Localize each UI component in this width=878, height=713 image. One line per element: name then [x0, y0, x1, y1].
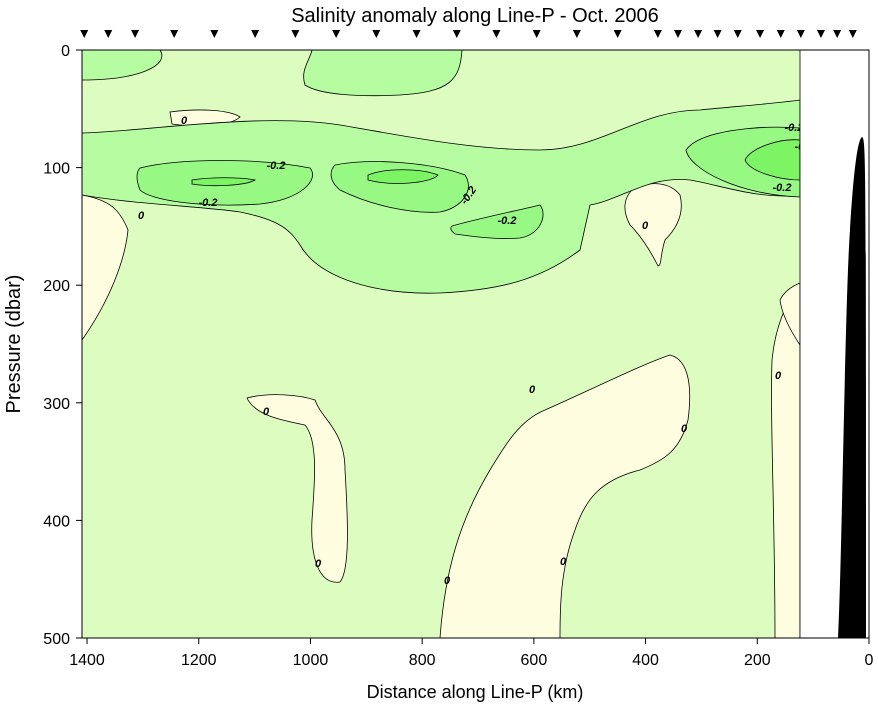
station-marker — [251, 30, 260, 38]
station-marker — [572, 30, 581, 38]
station-marker — [210, 30, 219, 38]
x-tick-label: 600 — [521, 652, 548, 669]
plot-frame — [81, 49, 870, 639]
station-marker — [796, 30, 805, 38]
bathymetry — [838, 137, 866, 638]
x-tick-label: 0 — [865, 652, 874, 669]
chart-title: Salinity anomaly along Line-P - Oct. 200… — [291, 5, 659, 27]
y-tick-label: 400 — [43, 513, 70, 530]
station-marker — [776, 30, 785, 38]
station-marker — [291, 30, 300, 38]
y-tick-label: 300 — [43, 396, 70, 413]
contour-label: 0 — [181, 115, 188, 127]
band-region — [81, 49, 163, 81]
contour-label: 0 — [681, 423, 688, 435]
station-marker — [492, 30, 501, 38]
y-tick-label: 100 — [43, 161, 70, 178]
y-tick-label: 0 — [61, 43, 70, 60]
station-marker — [170, 30, 179, 38]
y-tick-label: 500 — [43, 631, 70, 648]
positive-region — [771, 289, 801, 639]
station-marker — [104, 30, 113, 38]
station-marker — [833, 30, 842, 38]
contour-label: 0 — [642, 220, 649, 232]
contour-labels: 0 -0.2 -0.2 0 -0.2 -0.2 -0.2 -0.2 -0.2 0… — [138, 115, 814, 587]
positive-region — [81, 194, 129, 342]
station-marker — [816, 30, 825, 38]
station-marker — [452, 30, 461, 38]
contour-label: -0.2 — [785, 122, 804, 134]
contour-label: 0 — [315, 558, 322, 570]
x-tick-label: 200 — [744, 652, 771, 669]
band-region — [303, 49, 463, 97]
contour-label: -0.2 — [267, 160, 286, 172]
contour-label: -0.2 — [773, 182, 792, 194]
contour-label: 0 — [775, 370, 782, 382]
contour-label: -0.2 — [498, 215, 517, 227]
contour-label: -0.2 — [199, 197, 218, 209]
y-tick-label: 200 — [43, 278, 70, 295]
station-marker — [733, 30, 742, 38]
contour-label: 0 — [529, 384, 536, 396]
positive-region — [439, 354, 691, 639]
station-marker — [756, 30, 765, 38]
station-marker — [713, 30, 722, 38]
contour-label: 0 — [444, 575, 451, 587]
station-marker — [412, 30, 421, 38]
x-tick-label: 400 — [632, 652, 659, 669]
low-region — [450, 204, 544, 239]
station-marker — [653, 30, 662, 38]
positive-region — [624, 183, 682, 267]
station-marker — [80, 30, 89, 38]
positive-region — [246, 394, 348, 583]
station-marker — [131, 30, 140, 38]
station-marker — [694, 30, 703, 38]
y-axis-label: Pressure (dbar) — [3, 275, 25, 414]
station-marker — [673, 30, 682, 38]
x-axis-label: Distance along Line-P (km) — [367, 682, 584, 702]
x-tick-label: 1400 — [69, 652, 105, 669]
station-marker — [332, 30, 341, 38]
lowest-region — [744, 139, 801, 181]
station-marker — [848, 30, 857, 38]
x-tick-label: 1000 — [293, 652, 329, 669]
lowest-region — [191, 177, 257, 187]
station-marker — [613, 30, 622, 38]
contour-label: 0 — [263, 406, 270, 418]
contour-label: 0 — [138, 210, 145, 222]
station-marker — [532, 30, 541, 38]
x-tick-label: 800 — [409, 652, 436, 669]
x-tick-label: 1200 — [181, 652, 217, 669]
contour-field: 0 -0.2 -0.2 0 -0.2 -0.2 -0.2 -0.2 -0.2 0… — [81, 49, 869, 639]
contour-label: 0 — [560, 556, 567, 568]
station-marker — [372, 30, 381, 38]
lowest-region — [367, 169, 439, 184]
